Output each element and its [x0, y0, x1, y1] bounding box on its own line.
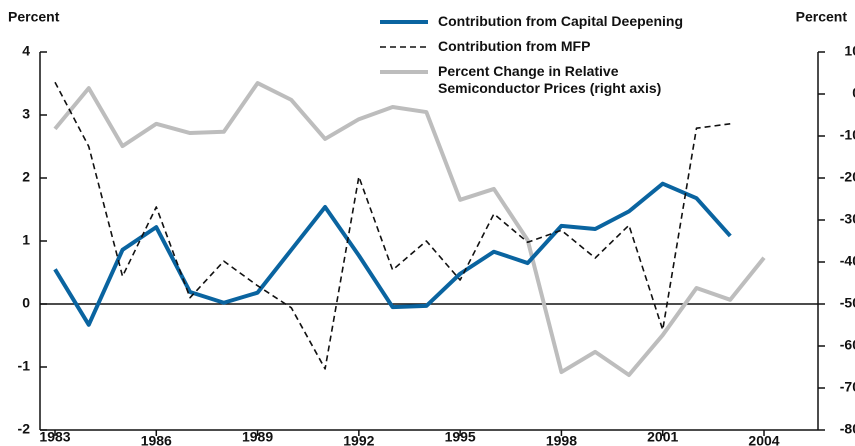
y-axis-label: Percent: [8, 9, 60, 25]
y2-tick-label: -40: [840, 253, 855, 269]
legend-label: Contribution from MFP: [438, 38, 591, 54]
y2-tick-label: -80: [840, 421, 855, 437]
x-tick-label: 2004: [748, 433, 779, 446]
y-tick-label: 0: [22, 295, 30, 311]
y-tick-label: 4: [22, 43, 30, 59]
y2-tick-label: 10: [844, 43, 855, 59]
y2-tick-label: -10: [840, 127, 855, 143]
y2-tick-label: -50: [840, 295, 855, 311]
legend-label: Percent Change in Relative Semiconductor…: [438, 63, 662, 96]
x-tick-label: 1992: [343, 433, 374, 446]
y-tick-label: 3: [22, 106, 30, 122]
x-tick-label: 1989: [242, 429, 273, 445]
x-tick-label: 2001: [647, 429, 678, 445]
legend-label: Contribution from Capital Deepening: [438, 13, 683, 29]
series-line: [53, 81, 766, 377]
y-tick-label: -1: [18, 358, 31, 374]
y-tick-label: 1: [22, 232, 30, 248]
series-line: [54, 81, 731, 370]
y2-tick-label: 0: [852, 85, 855, 101]
x-tick-label: 1995: [445, 429, 476, 445]
y2-tick-label: -20: [840, 169, 855, 185]
y2-tick-label: -60: [840, 337, 855, 353]
series-line: [53, 181, 732, 327]
x-tick-label: 1998: [546, 433, 577, 446]
y-tick-label: 2: [22, 169, 30, 185]
x-tick-label: 1983: [39, 429, 70, 445]
y2-tick-label: -30: [840, 211, 855, 227]
y2-axis-label: Percent: [796, 9, 848, 25]
y2-tick-label: -70: [840, 379, 855, 395]
y-tick-label: -2: [18, 421, 31, 437]
x-tick-label: 1986: [141, 433, 172, 446]
